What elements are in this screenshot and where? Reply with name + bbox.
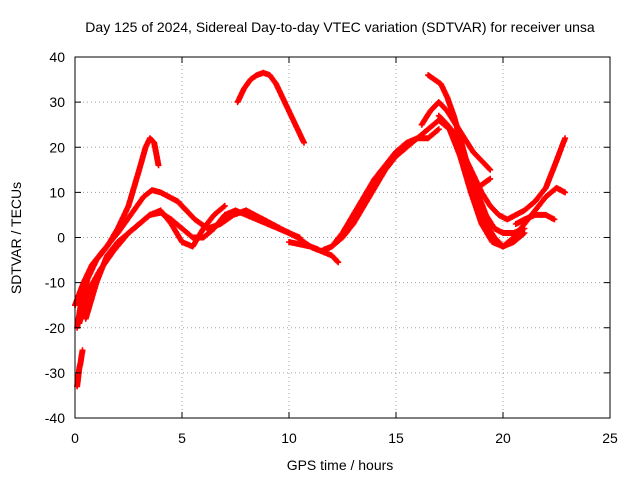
series-sat-p: [74, 347, 86, 390]
series-sat-o: [512, 211, 558, 227]
data-point-markers: [74, 347, 86, 390]
chart-title: Day 125 of 2024, Sidereal Day-to-day VTE…: [85, 19, 595, 35]
y-tick-label: -20: [45, 320, 65, 336]
x-tick-label: 0: [71, 430, 79, 446]
x-tick-label: 5: [178, 430, 186, 446]
y-tick-label: 40: [49, 49, 65, 65]
series-sat-d: [82, 202, 228, 322]
x-axis-title: GPS time / hours: [287, 457, 394, 473]
x-tick-label: 20: [495, 430, 511, 446]
data-point-markers: [76, 207, 303, 327]
data-point-markers: [512, 211, 558, 227]
data-point-markers: [474, 175, 494, 191]
series-sat-h: [307, 126, 442, 254]
y-tick-label: 30: [49, 94, 65, 110]
data-point-markers: [234, 69, 307, 146]
series-sat-c: [76, 207, 303, 327]
y-tick-label: 20: [49, 139, 65, 155]
y-tick-label: -40: [45, 410, 65, 426]
series-sat-e: [174, 198, 346, 254]
x-tick-label: 25: [602, 430, 618, 446]
y-tick-label: 0: [57, 230, 65, 246]
y-tick-label: 10: [49, 184, 65, 200]
data-point-markers: [307, 126, 442, 254]
y-axis-title: SDTVAR / TECUs: [8, 182, 24, 294]
data-point-markers: [425, 72, 569, 250]
y-tick-label: -10: [45, 275, 65, 291]
series-sat-n: [474, 175, 494, 191]
data-point-markers: [82, 202, 228, 322]
series-sat-f: [234, 69, 307, 146]
y-tick-label: -30: [45, 365, 65, 381]
data-point-markers: [174, 198, 346, 254]
x-tick-label: 10: [281, 430, 297, 446]
x-tick-label: 15: [388, 430, 404, 446]
axis-ticks: 0 5 10 15 20 25 -40 -30 -20 -10 0 10 20 30 40: [45, 49, 618, 446]
data-series: [72, 69, 569, 390]
series-sat-k: [425, 72, 569, 250]
